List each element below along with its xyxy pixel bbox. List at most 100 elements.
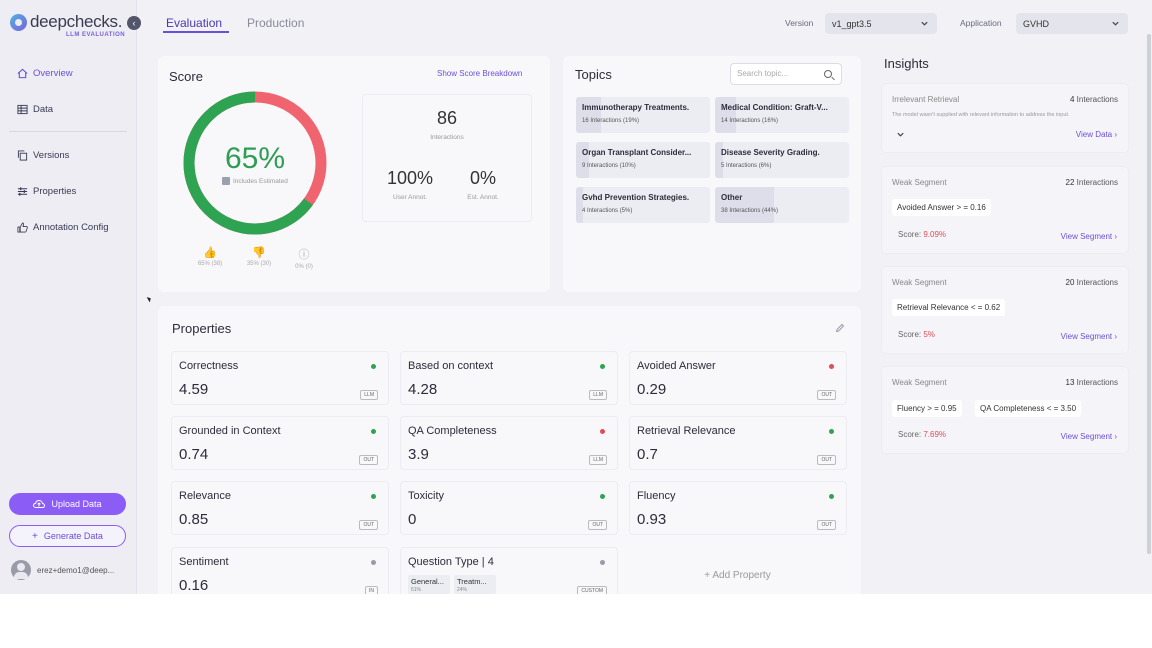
edit-pencil-icon[interactable]	[835, 323, 845, 333]
properties-title: Properties	[172, 321, 232, 336]
topic-item[interactable]: Organ Transplant Consider... 9 Interacti…	[576, 142, 710, 178]
property-card[interactable]: QA Completeness 3.9 LLM	[400, 416, 618, 470]
generate-data-label: Generate Data	[43, 531, 103, 541]
topic-item[interactable]: Medical Condition: Graft-V... 14 Interac…	[715, 97, 849, 133]
segment-condition: Avoided Answer > = 0.16	[892, 199, 991, 216]
tab-evaluation[interactable]: Evaluation	[166, 16, 223, 30]
property-status-dot	[371, 364, 376, 369]
generate-data-button[interactable]: + Generate Data	[9, 525, 126, 547]
sidebar-item-versions[interactable]: Versions	[17, 147, 69, 163]
topics-title: Topics	[575, 67, 612, 82]
insight-card[interactable]: Weak Segment 22 Interactions Avoided Ans…	[881, 166, 1129, 254]
user-menu[interactable]: erez+demo1@deep...	[11, 560, 114, 580]
topic-count: 14 Interactions (16%)	[721, 118, 779, 124]
version-select[interactable]: v1_gpt3.5	[825, 13, 937, 34]
chevron-down-icon[interactable]	[896, 130, 905, 139]
insight-type: Irrelevant Retrieval	[892, 95, 960, 104]
insight-card[interactable]: Weak Segment 13 Interactions Fluency > =…	[881, 366, 1129, 454]
segment-score-value: 7.69%	[923, 430, 947, 439]
brand-logo[interactable]: deepchecks. LLM EVALUATION	[10, 12, 138, 42]
property-type-tag: LLM	[589, 390, 607, 400]
upload-data-button[interactable]: Upload Data	[9, 493, 126, 515]
category-percent: 24%	[457, 587, 468, 593]
insight-card[interactable]: Irrelevant Retrieval 4 Interactions The …	[881, 83, 1129, 153]
property-card[interactable]: Toxicity 0 OUT	[400, 481, 618, 535]
topic-name: Immunotherapy Treatments.	[582, 103, 690, 112]
application-label: Application	[960, 18, 1002, 28]
property-value: 0.85	[179, 511, 209, 528]
property-status-dot	[829, 429, 834, 434]
application-select[interactable]: GVHD	[1016, 13, 1128, 34]
interactions-count: 86	[436, 108, 458, 128]
app-window: deepchecks. LLM EVALUATION ‹ Overview Da…	[0, 0, 1152, 594]
segment-score: Score: 5%	[898, 330, 935, 339]
deepchecks-logo-icon	[10, 14, 27, 31]
property-name: Avoided Answer	[637, 360, 716, 372]
property-value: 0.93	[637, 511, 667, 528]
thumbs-up-icon: 👍	[203, 247, 217, 259]
topic-share-bar	[715, 187, 774, 223]
topic-item[interactable]: Other 38 Interactions (44%)	[715, 187, 849, 223]
insight-type: Weak Segment	[892, 378, 947, 387]
insight-count-suffix: Interactions	[1076, 278, 1118, 287]
property-card[interactable]: Avoided Answer 0.29 OUT	[629, 351, 847, 405]
property-type-tag: OUT	[817, 520, 836, 530]
insight-count-value: 4	[1069, 95, 1075, 104]
page-scrollbar[interactable]	[1147, 34, 1151, 554]
insight-count-suffix: Interactions	[1076, 378, 1118, 387]
property-type-tag: OUT	[588, 520, 607, 530]
property-card[interactable]: Correctness 4.59 LLM	[171, 351, 389, 405]
property-card[interactable]: Fluency 0.93 OUT	[629, 481, 847, 535]
search-icon	[824, 70, 832, 78]
topic-share-bar	[715, 142, 724, 178]
view-segment-link[interactable]: View Segment ›	[1060, 432, 1117, 441]
sidebar-item-annotation-config[interactable]: Annotation Config	[17, 219, 109, 235]
property-value: 0	[408, 511, 417, 528]
property-card[interactable]: Relevance 0.85 OUT	[171, 481, 389, 535]
includes-estimated-label: Includes Estimated	[233, 177, 288, 185]
mouse-cursor-icon	[146, 295, 153, 303]
property-card-question-type[interactable]: Question Type | 4 General... 51% Treatm.…	[400, 547, 618, 594]
topic-item[interactable]: Disease Severity Grading. 5 Interactions…	[715, 142, 849, 178]
property-value: 3.9	[408, 446, 429, 463]
insight-card[interactable]: Weak Segment 20 Interactions Retrieval R…	[881, 266, 1129, 354]
property-card[interactable]: Retrieval Relevance 0.7 OUT	[629, 416, 847, 470]
property-card[interactable]: Based on context 4.28 LLM	[400, 351, 618, 405]
sidebar-item-properties[interactable]: Properties	[17, 183, 76, 199]
score-donut-chart	[183, 91, 327, 235]
category-chip: Treatm... 24%	[454, 575, 496, 594]
includes-estimated-checkbox[interactable]: Includes Estimated	[222, 177, 288, 185]
category-name: Treatm...	[457, 577, 487, 586]
insights-title: Insights	[884, 56, 929, 71]
property-value: 0.74	[179, 446, 209, 463]
add-property-button[interactable]: + Add Property	[704, 569, 771, 581]
estimated-annotation-label: Est. Annot.	[467, 194, 499, 201]
topic-search-input[interactable]: Search topic...	[730, 63, 842, 85]
segment-score-value: 9.09%	[923, 230, 947, 239]
interactions-label: Interactions	[430, 134, 464, 141]
plus-icon: +	[32, 530, 38, 542]
view-data-link[interactable]: View Data ›	[1075, 130, 1117, 139]
sidebar-item-overview[interactable]: Overview	[17, 65, 73, 81]
collapse-sidebar-button[interactable]: ‹	[127, 16, 141, 30]
view-segment-link[interactable]: View Segment ›	[1060, 232, 1117, 241]
view-segment-link[interactable]: View Segment ›	[1060, 332, 1117, 341]
property-type-tag: OUT	[817, 390, 836, 400]
property-status-dot	[829, 494, 834, 499]
property-name: Correctness	[179, 360, 239, 372]
insight-type: Weak Segment	[892, 178, 947, 187]
property-type-tag: OUT	[359, 520, 378, 530]
property-value: 0.29	[637, 381, 667, 398]
property-card[interactable]: Sentiment 0.16 IN	[171, 547, 389, 594]
topic-item[interactable]: Immunotherapy Treatments. 16 Interaction…	[576, 97, 710, 133]
show-score-breakdown-link[interactable]: Show Score Breakdown	[437, 69, 523, 78]
property-status-dot	[600, 560, 605, 565]
topic-name: Other	[721, 193, 743, 202]
tab-production[interactable]: Production	[247, 16, 305, 30]
topic-item[interactable]: Gvhd Prevention Strategies. 4 Interactio…	[576, 187, 710, 223]
property-status-dot	[600, 364, 605, 369]
score-title: Score	[169, 69, 203, 84]
property-status-dot	[600, 429, 605, 434]
property-card[interactable]: Grounded in Context 0.74 OUT	[171, 416, 389, 470]
sidebar-item-data[interactable]: Data	[17, 101, 53, 117]
